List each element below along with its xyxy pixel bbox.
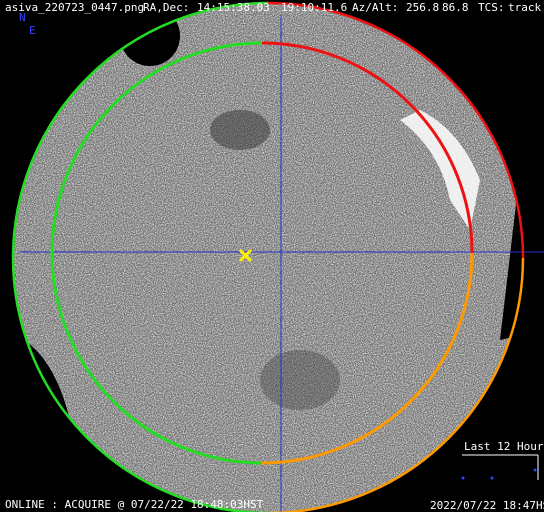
outer-ring-northeast [267,1,525,259]
timestamp: 2022/07/22 18:47HST [430,499,544,512]
legend-plot [461,454,539,480]
inner-ring-northeast [261,41,474,254]
alt: 86.8 [442,1,469,14]
azalt-label: Az/Alt: [352,1,398,14]
filename: asiva_220723_0447.png [5,1,144,14]
radec-label: RA,Dec: [143,1,189,14]
inner-ring-west [50,41,263,465]
outer-ring-southeast [267,257,525,512]
compass-north: N [19,11,26,24]
outer-ring-west [11,1,269,512]
inner-ring-southeast [261,252,474,465]
legend-title: Last 12 Hours [464,440,544,453]
tcs-state: track [508,1,541,14]
az: 256.8 [406,1,439,14]
dec: 19:10:11.6 [281,1,347,14]
compass-east: E [29,24,36,37]
tcs-label: TCS: [478,1,505,14]
status-line: ONLINE : ACQUIRE @ 07/22/22 18:48:03HST [5,498,264,511]
telescope-marker [238,248,253,263]
ra: 14:15:38.03 [197,1,270,14]
